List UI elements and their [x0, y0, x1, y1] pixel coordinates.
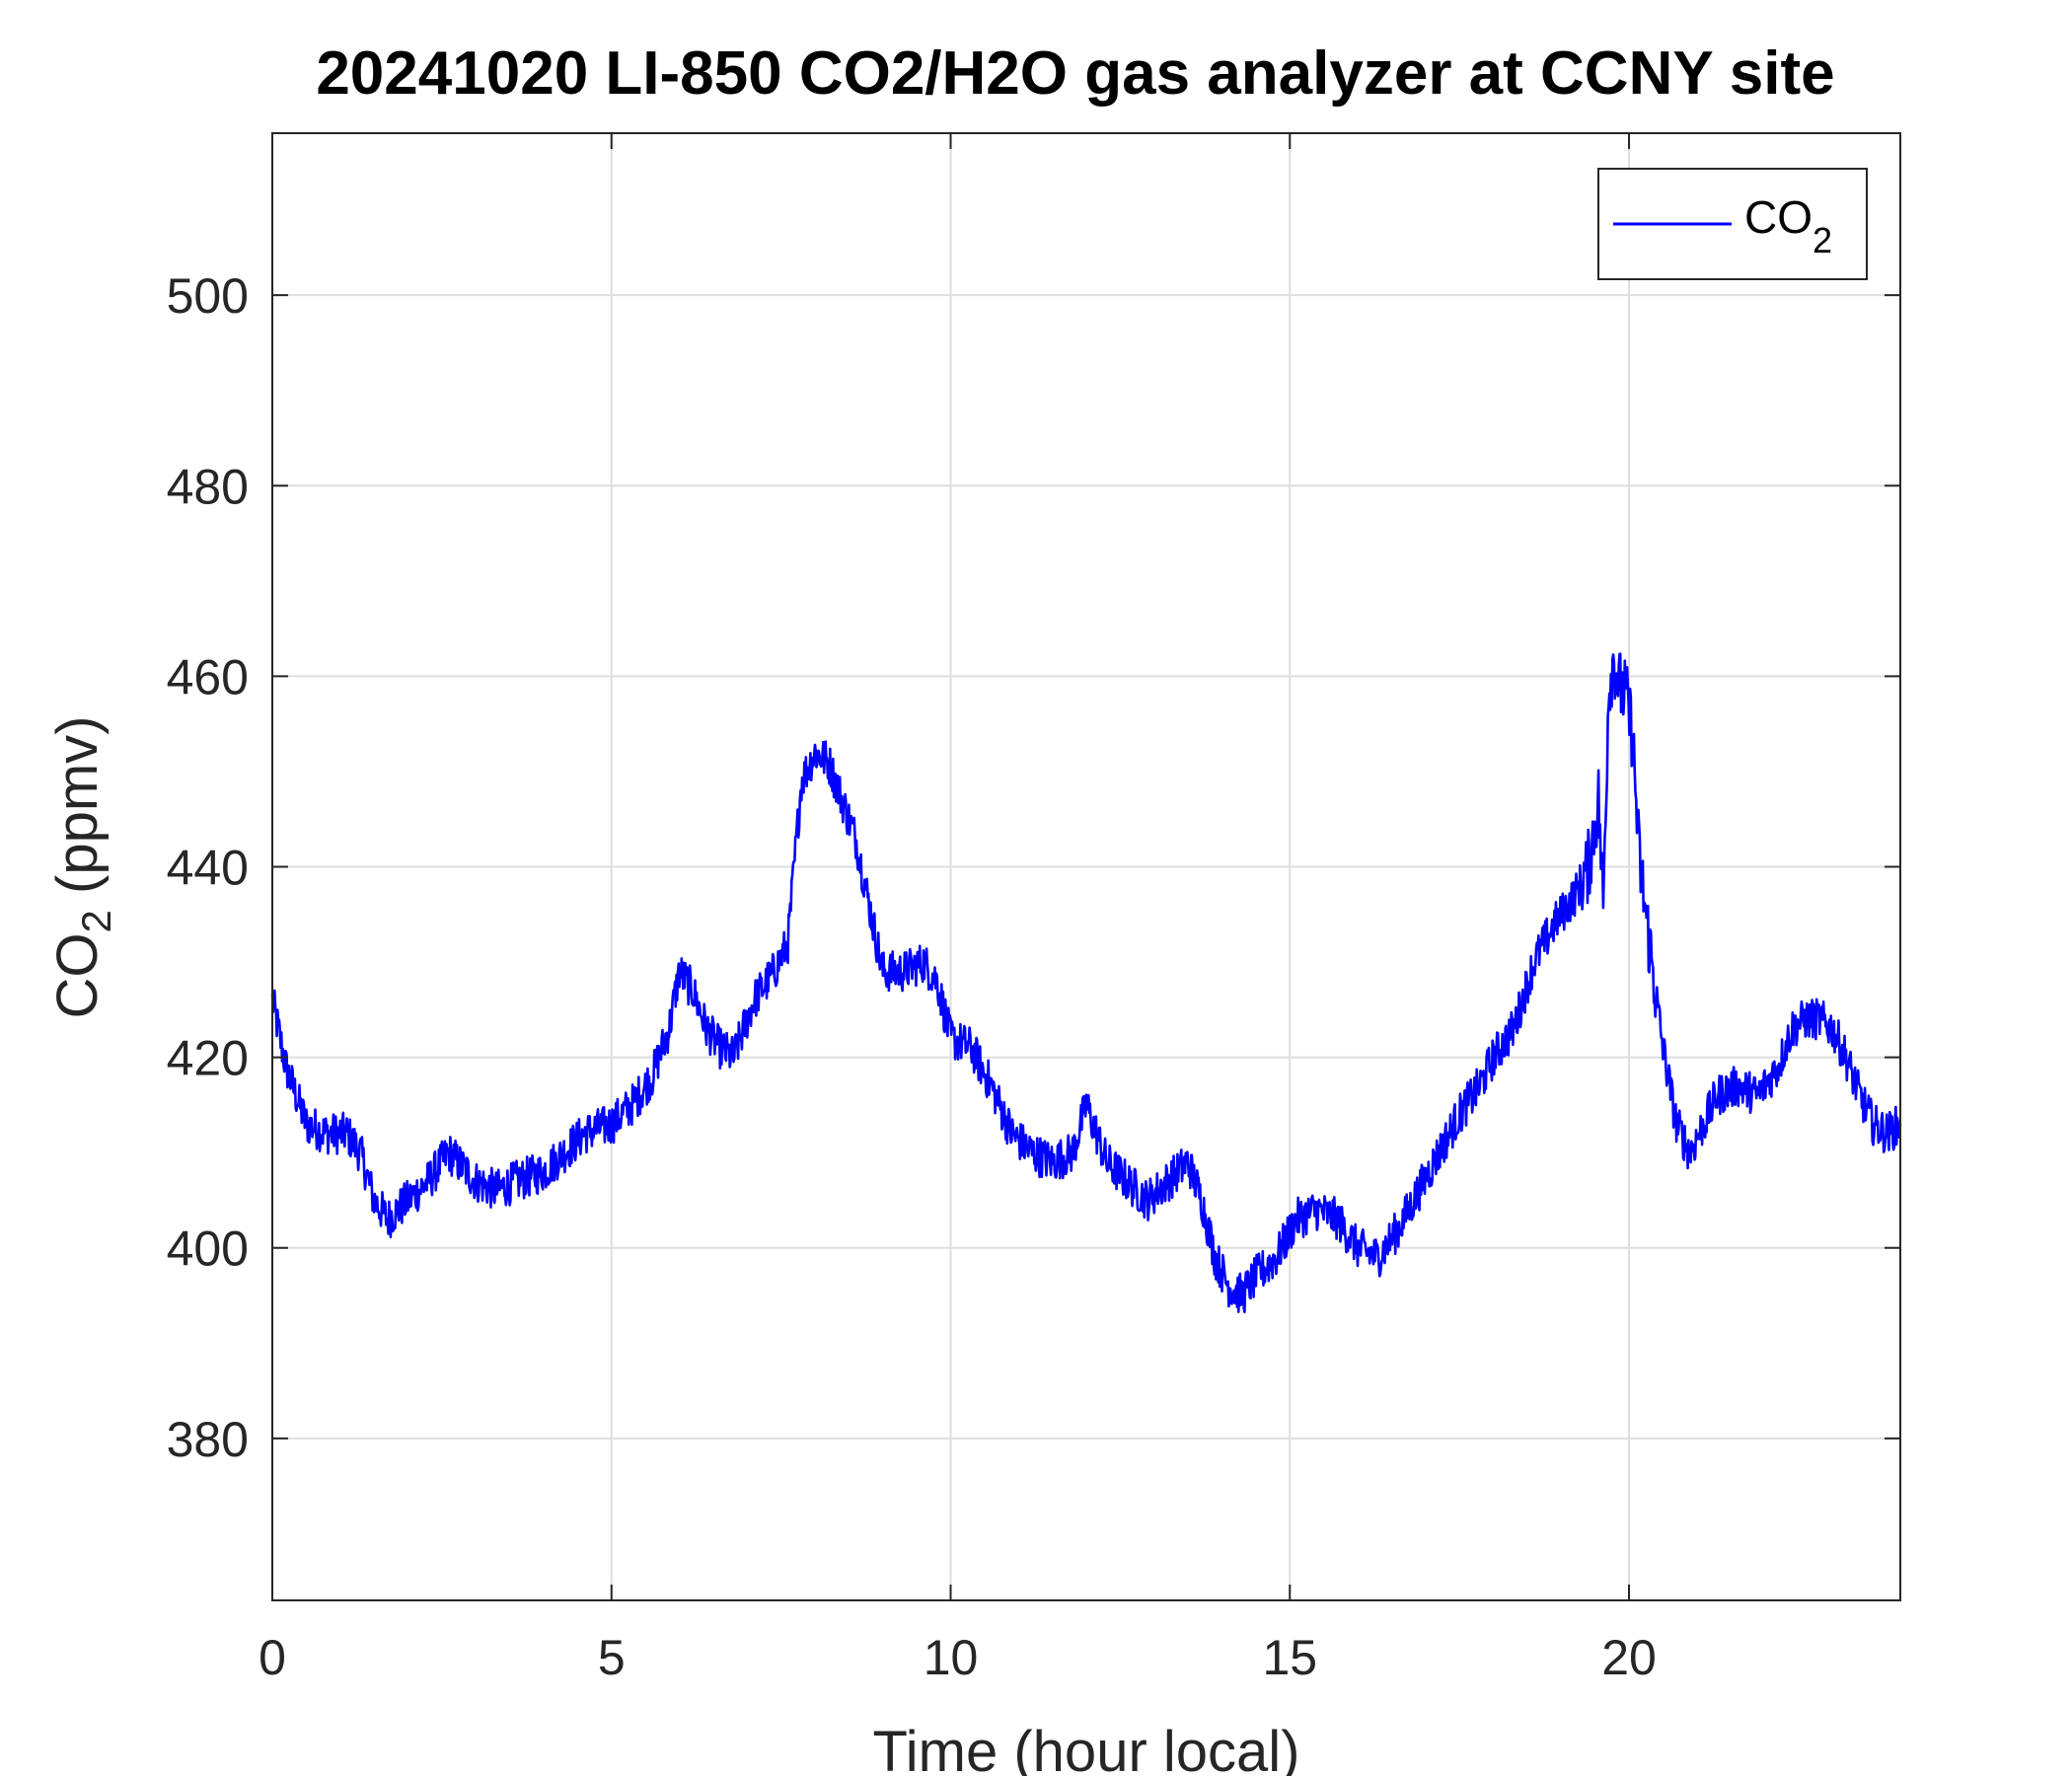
series-line-co2 [270, 652, 1902, 1313]
grid-lines [271, 133, 1900, 1600]
chart-title: 20241020 LI-850 CO2/H2O gas analyzer at … [316, 39, 1834, 108]
y-tick-label: 480 [167, 459, 249, 514]
legend-label: CO2 [1744, 191, 1832, 260]
y-tick-label: 420 [167, 1031, 249, 1086]
y-axis-label-sub: 2 [73, 910, 119, 932]
x-tick-label: 10 [924, 1630, 979, 1685]
y-axis-label: CO2 (ppmv) [45, 716, 119, 1019]
series-group [270, 652, 1902, 1313]
x-tick-label: 20 [1601, 1630, 1657, 1685]
y-tick-label: 500 [167, 268, 249, 324]
x-tick-label: 15 [1262, 1630, 1317, 1685]
y-tick-label: 460 [167, 649, 249, 704]
tick-labels: 0 5 10 15 20 380 400 420 440 460 480 500 [167, 268, 1657, 1685]
y-axis-label-unit: (ppmv) [45, 716, 110, 911]
legend: CO2 [1597, 168, 1868, 280]
legend-label-main: CO [1744, 191, 1813, 243]
legend-label-sub: 2 [1813, 220, 1832, 260]
x-tick-label: 0 [259, 1630, 286, 1685]
x-tick-label: 5 [598, 1630, 626, 1685]
y-tick-label: 400 [167, 1221, 249, 1277]
y-tick-label: 440 [167, 841, 249, 896]
y-tick-label: 380 [167, 1412, 249, 1467]
x-axis-label: Time (hour local) [873, 1720, 1300, 1776]
axes [271, 132, 1901, 1601]
y-axis-label-main: CO [45, 932, 110, 1018]
